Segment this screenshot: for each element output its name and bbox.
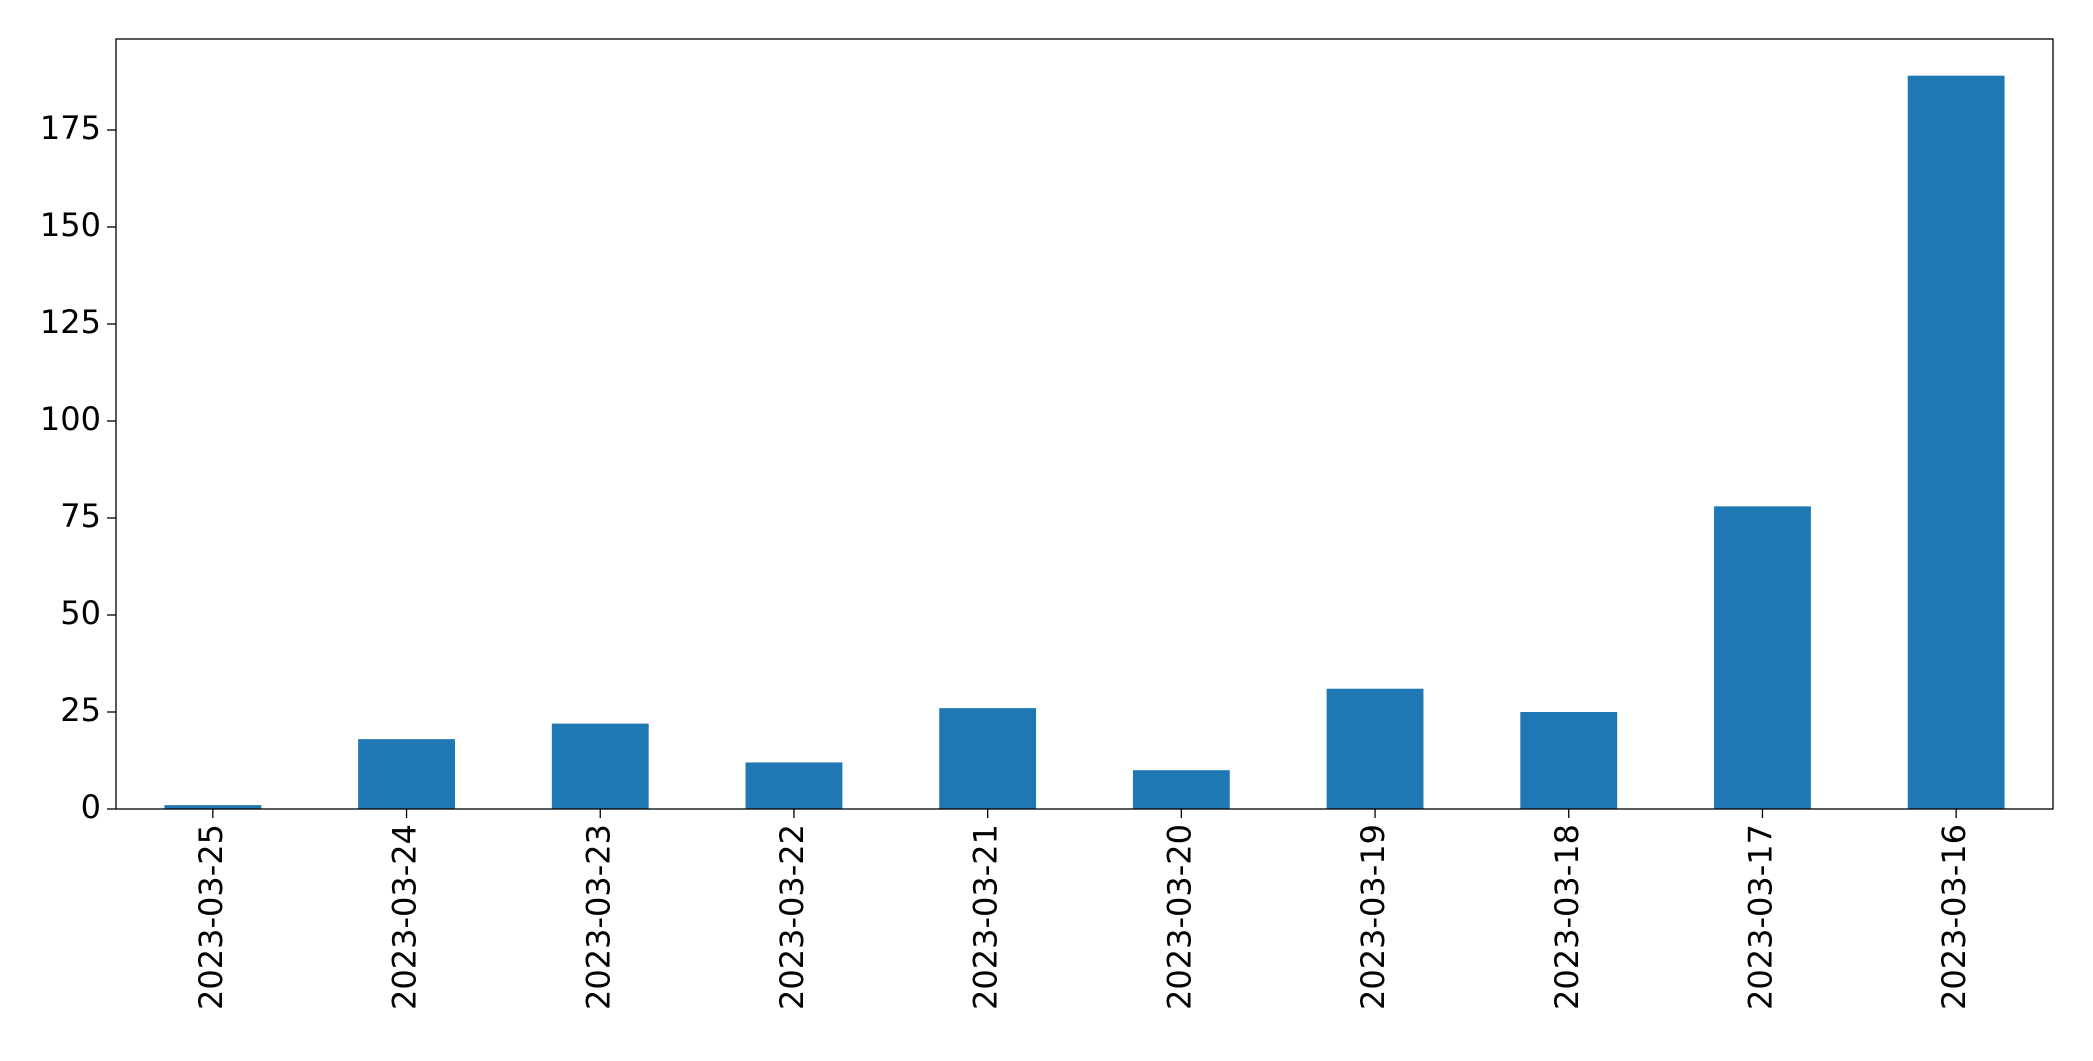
y-tick-label: 175 xyxy=(40,109,101,147)
x-tick-label: 2023-03-21 xyxy=(967,824,1005,1010)
y-tick-label: 75 xyxy=(60,497,101,535)
bar xyxy=(164,805,262,809)
y-tick-label: 0 xyxy=(81,788,101,826)
bar xyxy=(939,708,1037,809)
bar xyxy=(551,723,649,809)
bar xyxy=(358,739,455,809)
bar xyxy=(1714,506,1811,809)
y-tick-label: 125 xyxy=(40,303,101,341)
x-tick-label: 2023-03-22 xyxy=(773,824,811,1010)
x-tick-label: 2023-03-25 xyxy=(192,824,230,1010)
y-tick-label: 50 xyxy=(60,594,101,632)
x-tick-label: 2023-03-24 xyxy=(386,824,424,1010)
bar xyxy=(745,762,843,809)
bar xyxy=(1907,75,2005,809)
x-tick-label: 2023-03-16 xyxy=(1935,824,1973,1010)
bar xyxy=(1520,711,1618,809)
x-tick-label: 2023-03-23 xyxy=(579,824,617,1010)
bar xyxy=(1132,770,1230,809)
x-tick-label: 2023-03-18 xyxy=(1548,824,1586,1010)
x-tick-label: 2023-03-20 xyxy=(1160,824,1198,1010)
y-tick-label: 100 xyxy=(40,400,101,438)
x-tick-label: 2023-03-19 xyxy=(1354,824,1392,1010)
y-tick-label: 150 xyxy=(40,206,101,244)
bar xyxy=(1326,688,1424,809)
y-tick-label: 25 xyxy=(60,691,101,729)
x-tick-label: 2023-03-17 xyxy=(1741,824,1779,1010)
plot-frame xyxy=(115,38,2054,810)
